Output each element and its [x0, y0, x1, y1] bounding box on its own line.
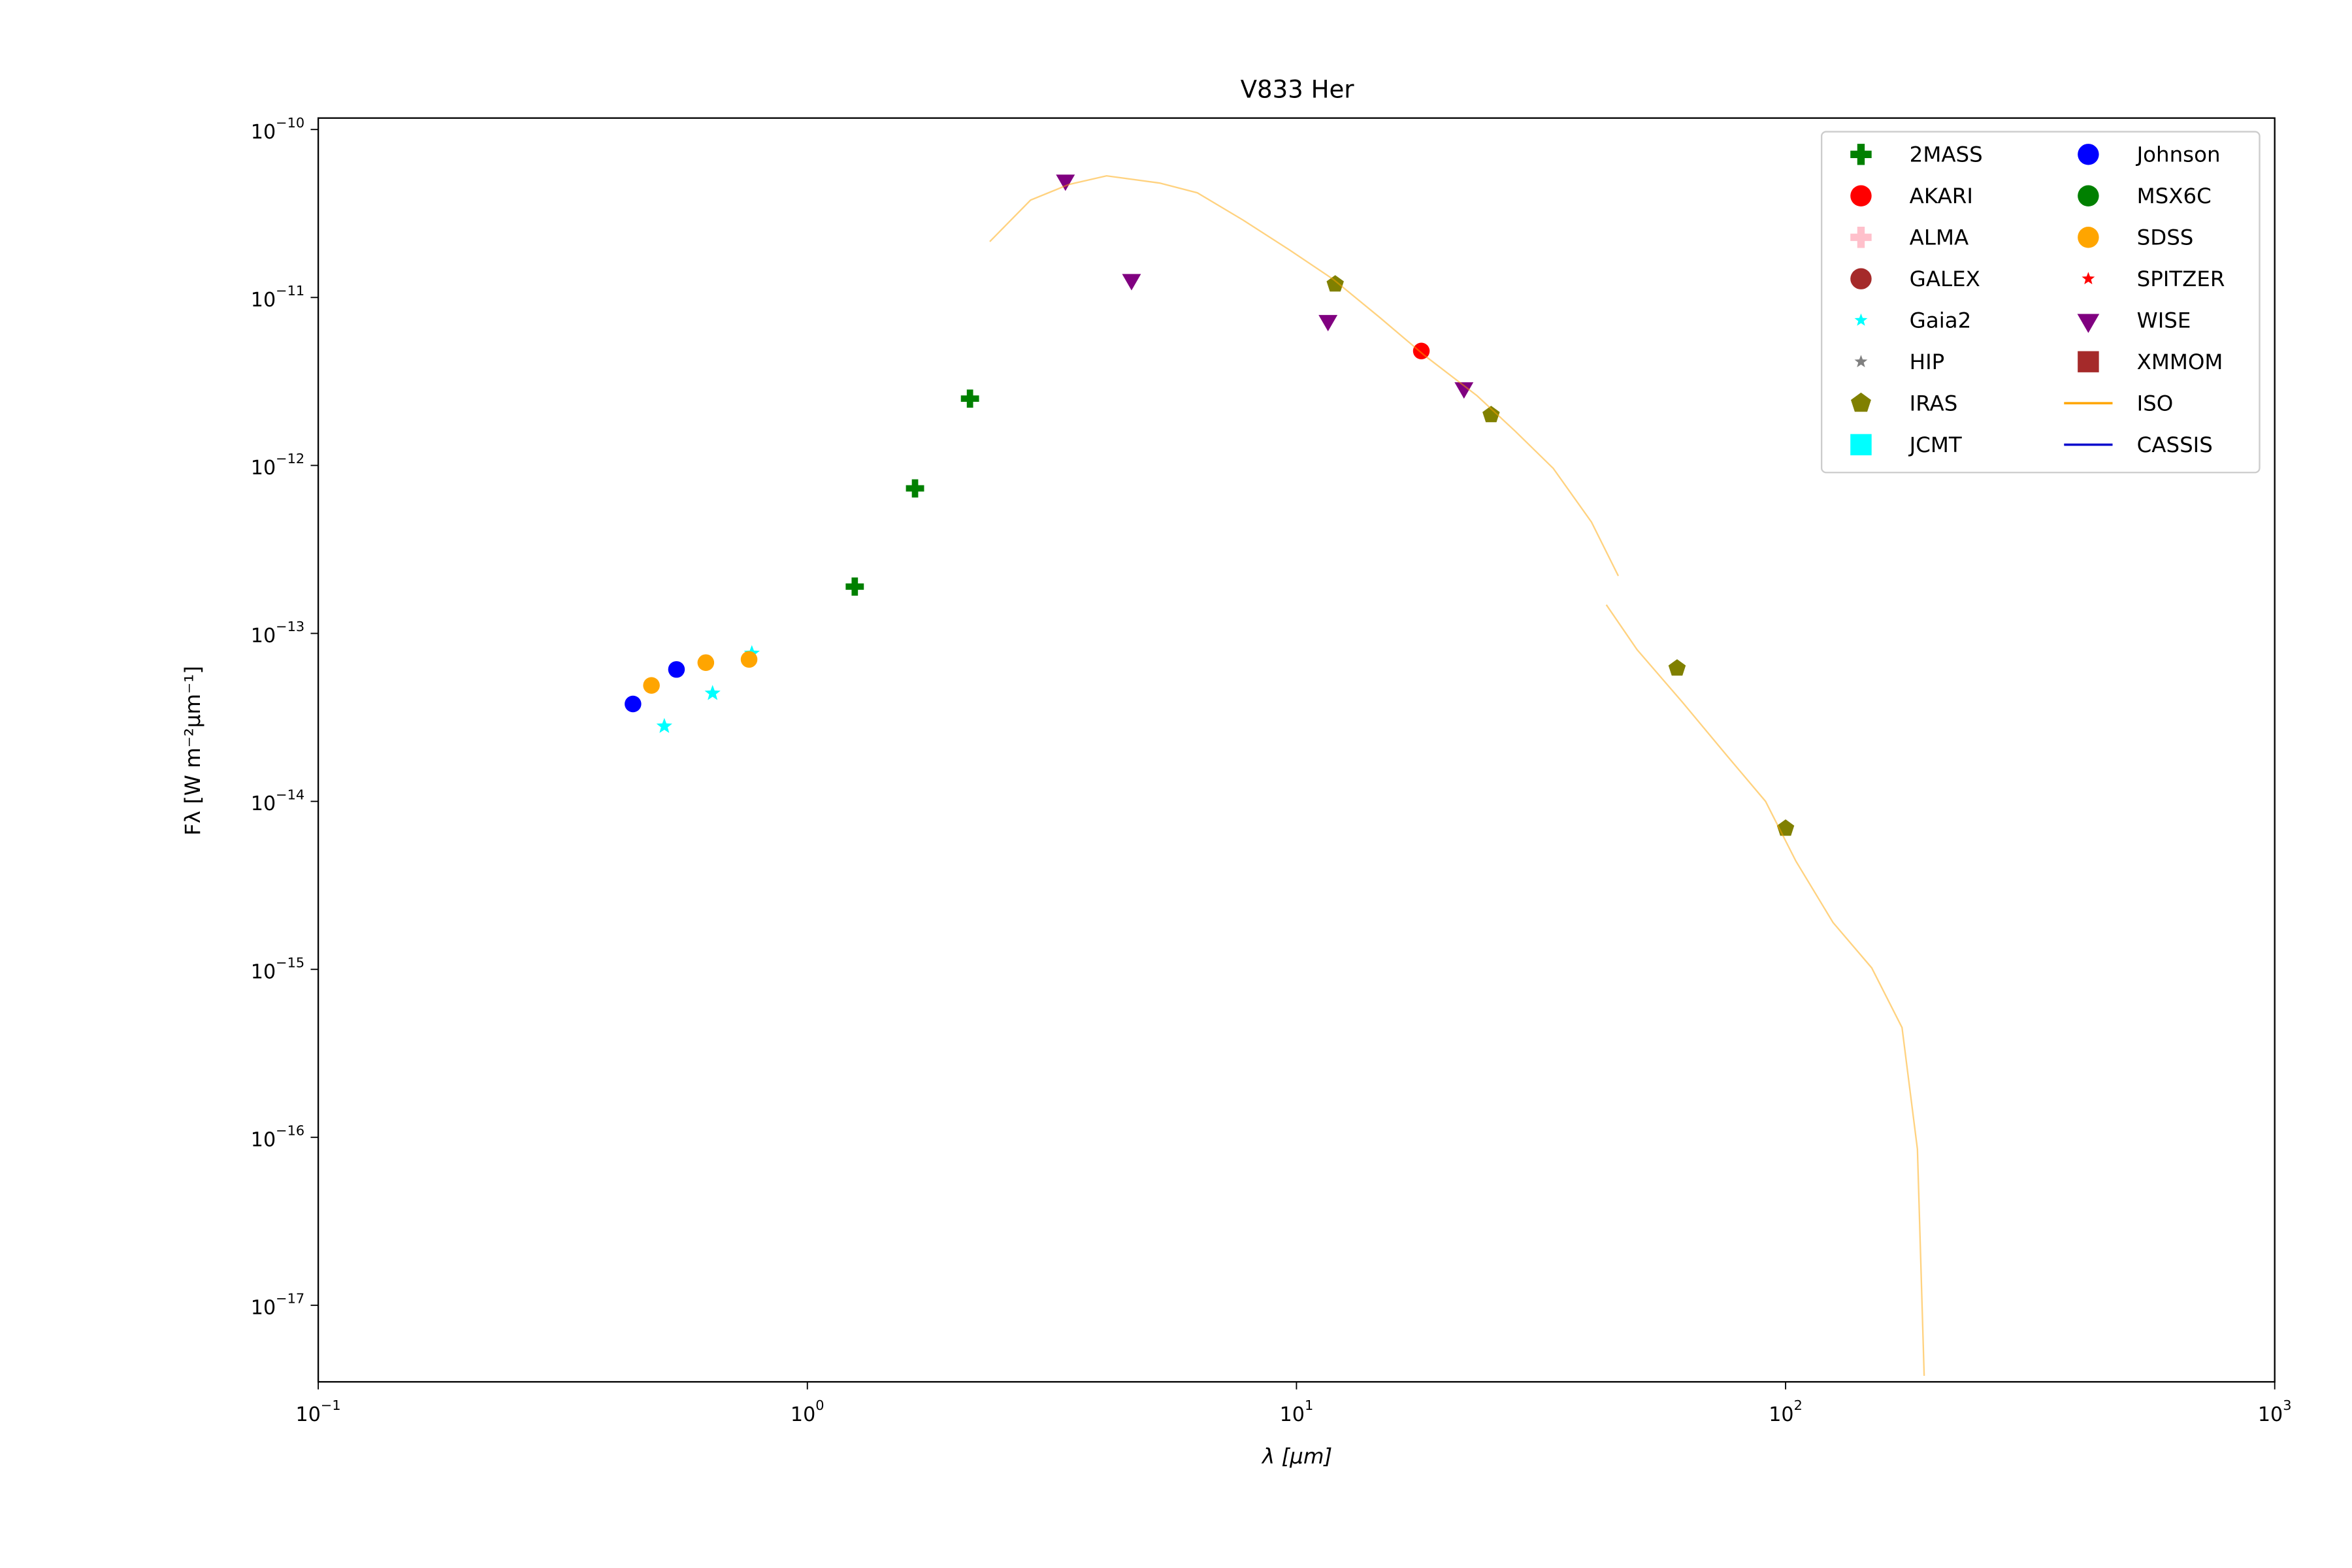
legend-marker — [1854, 313, 1868, 326]
data-point — [1326, 275, 1344, 292]
legend-marker — [1850, 434, 1872, 455]
data-point — [704, 685, 721, 700]
legend-marker — [1854, 355, 1868, 368]
legend-label: CASSIS — [2137, 433, 2213, 457]
legend-label: ISO — [2137, 391, 2174, 416]
legend-marker — [2078, 144, 2099, 165]
data-point — [906, 479, 924, 498]
plot-area — [625, 174, 1925, 1376]
tick-base: 10 — [251, 625, 276, 647]
tick-base: 10 — [251, 1128, 276, 1151]
data-point — [1482, 406, 1500, 423]
tick-label: 10−17 — [251, 1291, 304, 1319]
legend-marker — [1851, 392, 1871, 412]
tick-exponent: −1 — [321, 1397, 341, 1413]
tick-label: 103 — [2258, 1397, 2292, 1426]
data-point — [656, 717, 672, 733]
legend-marker — [2078, 185, 2099, 206]
tick-exponent: −12 — [276, 451, 304, 466]
tick-exponent: −16 — [276, 1122, 304, 1138]
legend-label: JCMT — [1908, 433, 1962, 457]
data-point — [845, 577, 864, 596]
tick-label: 10−13 — [251, 619, 304, 647]
data-point — [1454, 382, 1474, 399]
x-axis-label: λ [μm] — [1261, 1444, 1332, 1469]
tick-base: 10 — [251, 1296, 276, 1319]
tick-label: 10−12 — [251, 451, 304, 479]
tick-exponent: 0 — [815, 1397, 824, 1413]
tick-base: 10 — [791, 1403, 815, 1426]
legend-label: SPITZER — [2137, 267, 2225, 291]
tick-exponent: −13 — [276, 619, 304, 634]
tick-base: 10 — [2258, 1403, 2283, 1426]
y-axis-label: Fλ [W m⁻²μm⁻¹] — [180, 666, 205, 836]
data-point — [643, 677, 660, 694]
legend-label: Gaia2 — [1910, 308, 1972, 333]
data-point — [1413, 342, 1430, 360]
legend-marker — [2082, 272, 2095, 285]
tick-exponent: −17 — [276, 1291, 304, 1307]
tick-exponent: 2 — [1794, 1397, 1803, 1413]
tick-label: 10−10 — [251, 115, 304, 143]
legend-label: HIP — [1910, 350, 1945, 374]
legend-box — [1820, 131, 2261, 474]
legend-label: WISE — [2137, 308, 2191, 333]
legend-label: MSX6C — [2137, 184, 2212, 208]
legend-marker — [2077, 314, 2100, 333]
data-point — [1122, 274, 1141, 291]
tick-base: 10 — [296, 1403, 321, 1426]
tick-exponent: 3 — [2283, 1397, 2291, 1413]
data-point — [1668, 659, 1686, 676]
tick-base: 10 — [1280, 1403, 1305, 1426]
axes-frame — [317, 117, 2276, 1383]
tick-exponent: −14 — [276, 787, 304, 802]
tick-base: 10 — [251, 120, 276, 143]
tick-label: 102 — [1769, 1397, 1803, 1426]
tick-label: 100 — [791, 1397, 825, 1426]
legend-marker — [2078, 351, 2099, 372]
tick-exponent: −10 — [276, 115, 304, 131]
legend-label: GALEX — [1910, 267, 1980, 291]
tick-label: 10−15 — [251, 955, 304, 983]
tick-base: 10 — [1769, 1403, 1793, 1426]
data-point — [1318, 315, 1338, 332]
tick-base: 10 — [251, 792, 276, 815]
tick-label: 10−16 — [251, 1122, 304, 1151]
tick-label: 10−1 — [296, 1397, 341, 1426]
data-point — [697, 654, 715, 671]
chart-title: V833 Her — [1241, 76, 1355, 104]
tick-exponent: −11 — [276, 283, 304, 299]
spectrum-line — [989, 174, 1925, 1376]
data-point — [668, 661, 685, 678]
legend-marker — [2078, 227, 2099, 248]
tick-label: 10−14 — [251, 787, 304, 815]
legend-marker — [1850, 268, 1872, 289]
legend-label: SDSS — [2137, 225, 2194, 250]
legend-label: XMMOM — [2137, 350, 2223, 374]
data-point — [1056, 174, 1075, 191]
data-point — [625, 695, 642, 713]
legend-label: AKARI — [1910, 184, 1973, 208]
tick-exponent: 1 — [1305, 1397, 1313, 1413]
tick-base: 10 — [251, 960, 276, 983]
tick-base: 10 — [251, 457, 276, 480]
tick-exponent: −15 — [276, 955, 304, 970]
data-point — [740, 651, 758, 668]
tick-base: 10 — [251, 288, 276, 311]
legend-marker — [1850, 185, 1872, 206]
legend-marker — [1850, 227, 1872, 248]
tick-label: 10−11 — [251, 283, 304, 311]
legend-label: Johnson — [2136, 142, 2221, 167]
data-point — [960, 389, 979, 408]
legend-label: IRAS — [1910, 391, 1958, 416]
legend-marker — [1850, 144, 1872, 165]
legend-label: ALMA — [1910, 225, 1969, 250]
tick-label: 101 — [1280, 1397, 1314, 1426]
legend-label: 2MASS — [1910, 142, 1983, 167]
